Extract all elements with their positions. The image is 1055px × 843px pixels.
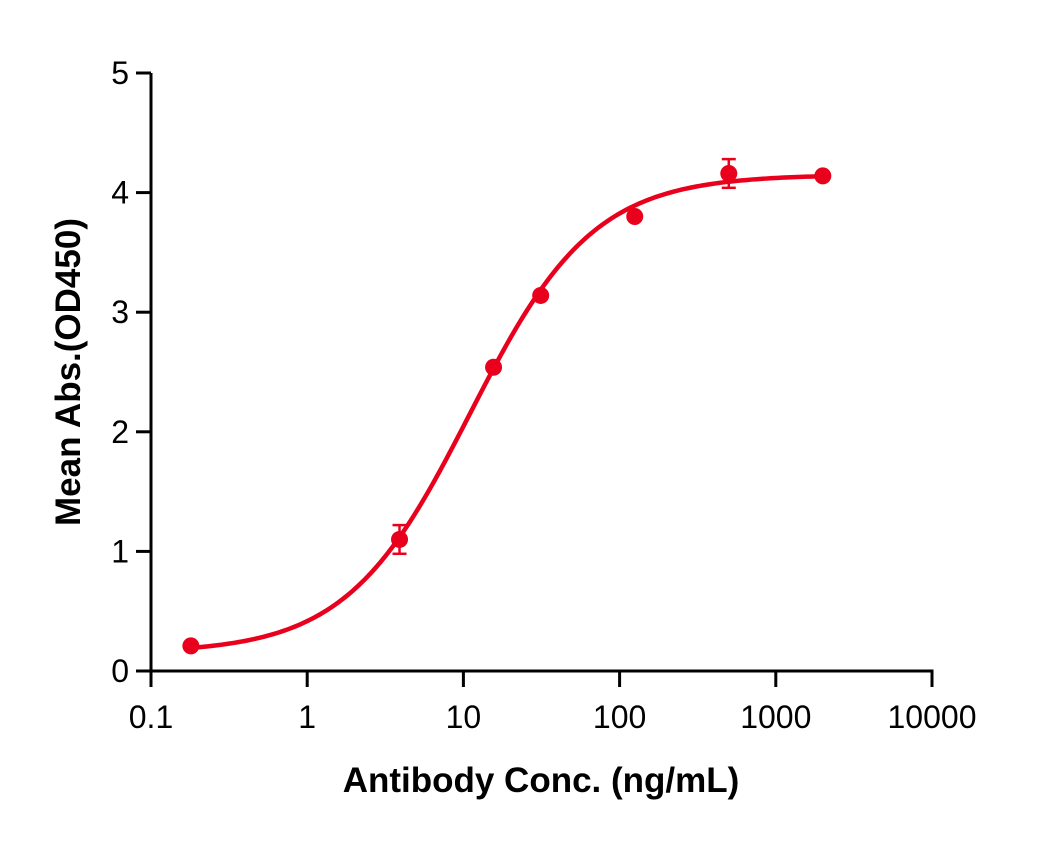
data-point <box>720 157 738 190</box>
y-tick-label: 5 <box>111 55 129 91</box>
data-point <box>391 523 409 556</box>
data-point <box>814 167 832 185</box>
data-marker <box>532 286 550 304</box>
y-axis: 0 1 2 3 4 5 <box>111 55 153 689</box>
data-marker <box>814 167 832 185</box>
x-tick-label: 10000 <box>888 699 977 735</box>
x-tick-label: 100 <box>593 699 646 735</box>
x-tick-label: 1 <box>298 699 316 735</box>
y-tick-label: 1 <box>111 533 129 569</box>
y-tick-label: 0 <box>111 653 129 689</box>
y-axis-title: Mean Abs.(OD450) <box>49 218 88 526</box>
x-axis: 0.1 1 10 100 1000 10000 <box>129 669 977 735</box>
y-tick-label: 2 <box>111 414 129 450</box>
x-tick-label: 1000 <box>740 699 811 735</box>
y-tick-label: 4 <box>111 175 129 211</box>
x-tick-label: 0.1 <box>129 699 173 735</box>
y-tick-label: 3 <box>111 294 129 330</box>
data-marker <box>720 164 738 182</box>
data-point <box>532 286 550 304</box>
x-tick-label: 10 <box>446 699 482 735</box>
fit-curve-line <box>188 173 826 651</box>
fit-curve <box>188 173 826 651</box>
data-marker <box>485 358 503 376</box>
data-marker <box>182 637 200 655</box>
x-axis-title: Antibody Conc. (ng/mL) <box>343 761 740 800</box>
data-point <box>182 637 200 655</box>
data-point <box>626 208 644 226</box>
data-points <box>182 157 832 655</box>
data-marker <box>391 530 409 548</box>
data-marker <box>626 208 644 226</box>
data-point <box>485 358 503 376</box>
